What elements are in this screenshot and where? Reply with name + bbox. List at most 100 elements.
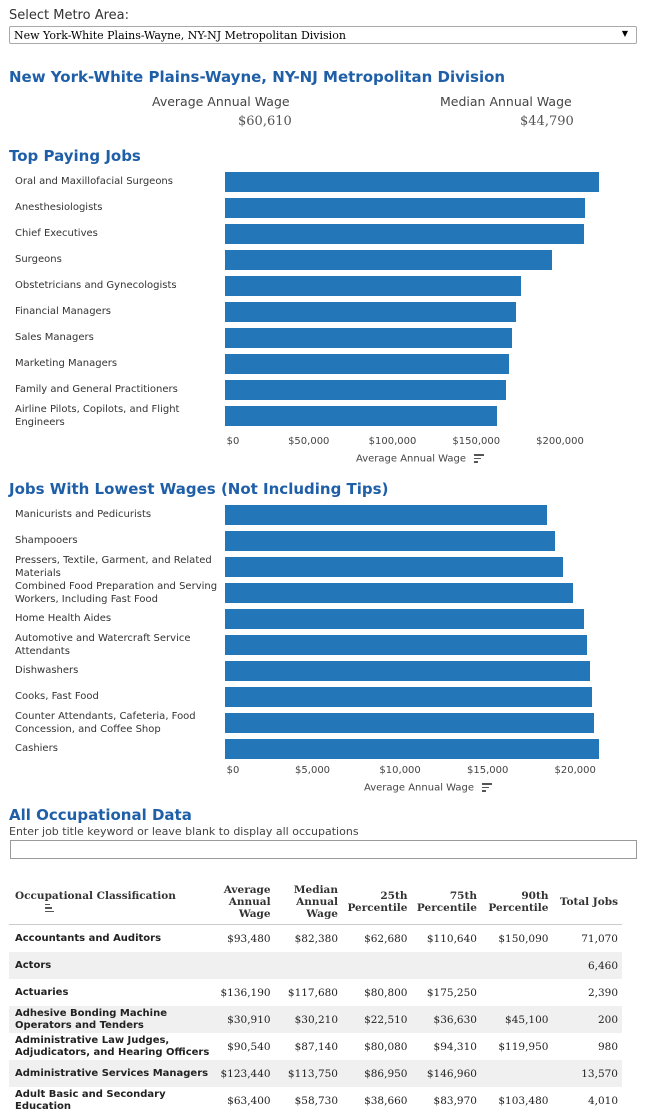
sort-icon[interactable] bbox=[45, 902, 54, 915]
table-cell: $119,950 bbox=[498, 1040, 549, 1053]
table-cell: $94,310 bbox=[433, 1040, 477, 1053]
bar[interactable] bbox=[225, 198, 586, 218]
occupational-table: Occupational Classification Average Annu… bbox=[9, 880, 622, 1114]
bar[interactable] bbox=[225, 635, 587, 655]
bar[interactable] bbox=[225, 328, 513, 348]
bar-label: Airline Pilots, Copilots, and Flight Eng… bbox=[15, 404, 180, 428]
table-cell bbox=[411, 952, 481, 979]
table-cell: 6,460 bbox=[552, 952, 622, 979]
median-wage-value: $44,790 bbox=[520, 114, 574, 129]
table-cell: $86,950 bbox=[342, 1060, 412, 1087]
col-header-classification[interactable]: Occupational Classification bbox=[9, 880, 214, 925]
table-cell: $30,910 bbox=[213, 1006, 275, 1033]
bar-label: Counter Attendants, Cafeteria, Food Conc… bbox=[15, 711, 196, 735]
axis-title: Average Annual Wage bbox=[356, 452, 485, 465]
table-cell bbox=[480, 952, 553, 979]
sort-icon[interactable] bbox=[482, 781, 493, 794]
bar[interactable] bbox=[225, 380, 506, 400]
bar[interactable] bbox=[225, 557, 563, 577]
bar[interactable] bbox=[225, 406, 498, 426]
bar[interactable] bbox=[225, 250, 552, 270]
bar[interactable] bbox=[225, 739, 599, 759]
bar[interactable] bbox=[225, 687, 592, 707]
bar-label: Cooks, Fast Food bbox=[15, 691, 99, 702]
bar[interactable] bbox=[225, 505, 548, 525]
table-row: Actuaries $136,190 $117,680 $80,800 $175,250… bbox=[9, 979, 622, 1006]
bar-label: Family and General Practitioners bbox=[15, 384, 178, 395]
bar-label: Sales Managers bbox=[15, 332, 94, 343]
bar[interactable] bbox=[225, 609, 584, 629]
table-cell: 71,070 bbox=[581, 932, 618, 945]
table-cell: 200 bbox=[552, 1006, 622, 1033]
axis-tick-label: $0 bbox=[226, 765, 240, 776]
top-paying-title: Top Paying Jobs bbox=[9, 147, 141, 165]
bar-label: Marketing Managers bbox=[15, 358, 118, 369]
axis-tick-label: $50,000 bbox=[288, 436, 330, 447]
bar[interactable] bbox=[225, 172, 600, 192]
table-cell: $175,250 bbox=[426, 986, 477, 999]
occupation-name: Actors bbox=[9, 952, 214, 979]
col-header-p25[interactable]: 25th Percentile bbox=[342, 880, 412, 925]
table-cell: $110,640 bbox=[426, 932, 477, 945]
table-cell: $45,100 bbox=[480, 1006, 553, 1033]
occupation-name: Administrative Law Judges, Adjudicators,… bbox=[15, 1034, 210, 1058]
table-cell bbox=[342, 952, 412, 979]
col-header-median[interactable]: Median Annual Wage bbox=[274, 880, 342, 925]
bar-label: Financial Managers bbox=[15, 306, 112, 317]
table-row: Administrative Law Judges, Adjudicators,… bbox=[9, 1033, 622, 1060]
job-search-input[interactable] bbox=[10, 840, 637, 859]
bar-label: Automotive and Watercraft Service Attend… bbox=[15, 633, 191, 657]
metro-area-select[interactable]: New York-White Plains-Wayne, NY-NJ Metro… bbox=[9, 26, 637, 44]
col-header-p75[interactable]: 75th Percentile bbox=[411, 880, 481, 925]
lowest-wages-title: Jobs With Lowest Wages (Not Including Ti… bbox=[9, 480, 389, 498]
table-cell: $36,630 bbox=[411, 1006, 481, 1033]
table-cell: $82,380 bbox=[294, 932, 338, 945]
bar[interactable] bbox=[225, 276, 521, 296]
col-header-label: Occupational Classification bbox=[15, 889, 176, 902]
occupation-name: Adult Basic and Secondary Education bbox=[15, 1088, 166, 1112]
bar-label: Shampooers bbox=[15, 535, 78, 546]
table-cell: $123,440 bbox=[213, 1060, 275, 1087]
bar-label: Anesthesiologists bbox=[15, 202, 103, 213]
sort-icon[interactable] bbox=[474, 452, 485, 465]
table-row: Administrative Services Managers $123,440… bbox=[9, 1060, 622, 1087]
table-cell: $80,080 bbox=[364, 1040, 408, 1053]
table-cell bbox=[274, 952, 342, 979]
bar-label: Combined Food Preparation and Serving Wo… bbox=[15, 581, 218, 605]
table-cell: $38,660 bbox=[364, 1094, 408, 1107]
bar-label: Chief Executives bbox=[15, 228, 98, 239]
table-cell: $93,480 bbox=[227, 932, 271, 945]
chevron-down-icon[interactable]: ▼ bbox=[621, 29, 628, 38]
occupation-name: Administrative Services Managers bbox=[9, 1060, 214, 1087]
bar[interactable] bbox=[225, 713, 595, 733]
avg-wage-value: $60,610 bbox=[238, 114, 292, 129]
table-cell bbox=[481, 979, 553, 1006]
table-row: Actors 6,460 bbox=[9, 952, 622, 979]
col-header-average[interactable]: Average Annual Wage bbox=[213, 880, 275, 925]
col-header-p90[interactable]: 90th Percentile bbox=[480, 880, 553, 925]
axis-title: Average Annual Wage bbox=[364, 781, 493, 794]
bar[interactable] bbox=[225, 224, 585, 244]
axis-tick-label: $15,000 bbox=[466, 765, 509, 776]
bar-label: Oral and Maxillofacial Surgeons bbox=[15, 176, 173, 187]
table-cell bbox=[213, 952, 275, 979]
col-header-total[interactable]: Total Jobs bbox=[552, 880, 622, 925]
bar[interactable] bbox=[225, 302, 516, 322]
table-cell: $117,680 bbox=[287, 986, 338, 999]
axis-tick-label: $20,000 bbox=[554, 765, 596, 776]
table-cell: $90,540 bbox=[227, 1040, 271, 1053]
table-cell bbox=[480, 1060, 553, 1087]
bar[interactable] bbox=[225, 531, 556, 551]
bar[interactable] bbox=[225, 583, 573, 603]
axis-tick-label: $100,000 bbox=[368, 436, 417, 447]
table-cell: $62,680 bbox=[364, 932, 408, 945]
axis-tick-label: $0 bbox=[226, 436, 240, 447]
table-cell: $22,510 bbox=[342, 1006, 412, 1033]
table-row: Adhesive Bonding Machine Operators and T… bbox=[9, 1006, 622, 1033]
bar[interactable] bbox=[225, 354, 509, 374]
axis-tick-label: $200,000 bbox=[536, 436, 584, 447]
bar[interactable] bbox=[225, 661, 591, 681]
table-cell: $87,140 bbox=[294, 1040, 338, 1053]
axis-tick-label: $10,000 bbox=[379, 765, 421, 776]
table-cell: 13,570 bbox=[552, 1060, 622, 1087]
